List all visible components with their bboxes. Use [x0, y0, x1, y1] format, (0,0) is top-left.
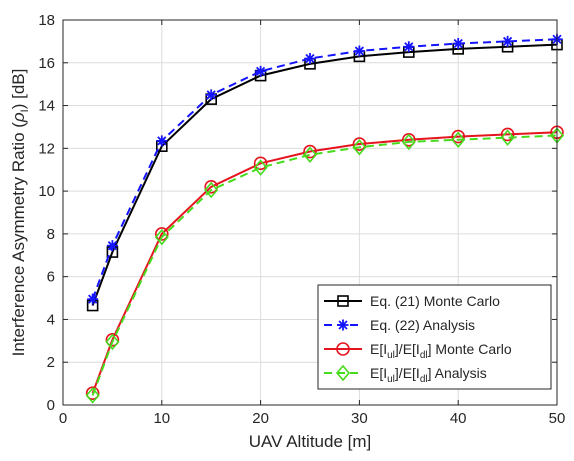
y-tick-label: 6 — [47, 269, 55, 286]
legend-label-part: Eq. (22) Analysis — [370, 317, 475, 333]
series-4 — [85, 127, 565, 404]
data-point — [353, 45, 365, 57]
data-point — [105, 333, 120, 351]
legend-entry: Eq. (22) Analysis — [324, 317, 475, 333]
legend-entry: Eq. (21) Monte Carlo — [324, 293, 500, 309]
data-point — [205, 89, 217, 101]
series-line — [91, 38, 558, 300]
y-tick-label: 4 — [47, 311, 55, 328]
data-point — [500, 129, 515, 146]
legend-marker — [337, 319, 349, 331]
data-point — [451, 129, 466, 144]
x-tick-label: 50 — [549, 410, 566, 427]
x-tick-label: 30 — [351, 410, 368, 427]
series-2 — [87, 33, 563, 305]
data-point — [303, 144, 317, 159]
plot-frame — [62, 19, 558, 406]
y-tick-label: 0 — [47, 397, 55, 414]
data-point — [502, 35, 514, 47]
legend-rows: Eq. (21) Monte Carlo Eq. (22) Analysis E[I… — [324, 293, 512, 385]
data-point — [85, 387, 100, 404]
legend-marker — [337, 295, 349, 307]
data-point — [156, 135, 168, 147]
plot-series — [85, 33, 565, 404]
data-point — [451, 131, 466, 149]
data-point — [352, 137, 367, 151]
data-point — [253, 159, 268, 176]
legend-label: E[Iul]/E[Idl] Monte Carlo — [370, 341, 512, 361]
series-line — [91, 134, 558, 396]
legend-label: Eq. (22) Analysis — [370, 317, 475, 333]
legend-label-part: ul — [387, 350, 395, 361]
legend-label-part: ]/E[I — [395, 365, 420, 381]
y-tick-label: 10 — [38, 183, 55, 200]
y-axis-label-suffix: ) [dB] — [9, 69, 28, 110]
y-tick-label: 16 — [38, 55, 55, 72]
series-3 — [85, 125, 564, 401]
legend-entry: E[Iul]/E[Idl] Analysis — [324, 364, 487, 385]
data-point — [452, 38, 464, 50]
y-axis-label-symbol: ρ — [9, 112, 28, 123]
x-tick-label: 10 — [153, 410, 170, 427]
data-point — [500, 127, 515, 142]
data-point — [304, 53, 316, 64]
y-tick-label: 12 — [38, 140, 55, 157]
legend-label-part: Eq. (21) Monte Carlo — [370, 293, 500, 309]
data-point — [154, 228, 169, 246]
data-point — [106, 240, 118, 252]
data-point — [302, 146, 318, 163]
series-line — [91, 131, 558, 394]
y-tick-label: 8 — [47, 226, 55, 243]
legend-label-part: ul — [387, 374, 395, 385]
legend-entry: E[Iul]/E[Idl] Monte Carlo — [324, 341, 512, 361]
legend-label-part: dl — [420, 374, 428, 385]
data-point — [204, 181, 219, 199]
legend-label-part: ]/E[I — [395, 341, 420, 357]
data-point — [403, 41, 415, 53]
data-point — [401, 133, 416, 151]
y-axis-label: Interference Asymmetry Ratio (ρI) [dB] — [9, 69, 31, 357]
legend-label-part: E[I — [370, 365, 387, 381]
y-tick-label: 14 — [38, 98, 55, 115]
x-tick-label: 40 — [450, 410, 467, 427]
legend-box — [317, 284, 552, 390]
legend-label: Eq. (21) Monte Carlo — [370, 293, 500, 309]
legend-label: E[Iul]/E[Idl] Analysis — [370, 365, 487, 385]
data-point — [255, 65, 267, 77]
legend-label-part: ] Monte Carlo — [428, 341, 512, 357]
axis-ticks: 0 10 20 30 40 50 0 2 4 6 8 10 12 14 16 18 — [38, 12, 565, 427]
legend: Eq. (21) Monte Carlo Eq. (22) Analysis E[I… — [317, 284, 552, 390]
x-tick-label: 0 — [59, 410, 67, 427]
x-tick-label: 20 — [252, 410, 269, 427]
data-point — [352, 139, 367, 156]
x-axis-label: UAV Altitude [m] — [249, 432, 372, 451]
legend-marker — [335, 364, 351, 382]
y-tick-label: 2 — [47, 354, 55, 371]
series-1 — [86, 38, 563, 312]
data-point — [155, 227, 169, 241]
y-axis-label-prefix: Interference Asymmetry Ratio ( — [9, 122, 28, 357]
data-point — [87, 293, 99, 305]
y-tick-label: 18 — [38, 12, 55, 29]
legend-label-part: ] Analysis — [428, 365, 487, 381]
y-axis-label-subscript: I — [19, 109, 31, 112]
legend-label-part: dl — [420, 350, 428, 361]
data-point — [253, 156, 268, 171]
legend-label-part: E[I — [370, 341, 387, 357]
legend-marker — [336, 342, 350, 356]
